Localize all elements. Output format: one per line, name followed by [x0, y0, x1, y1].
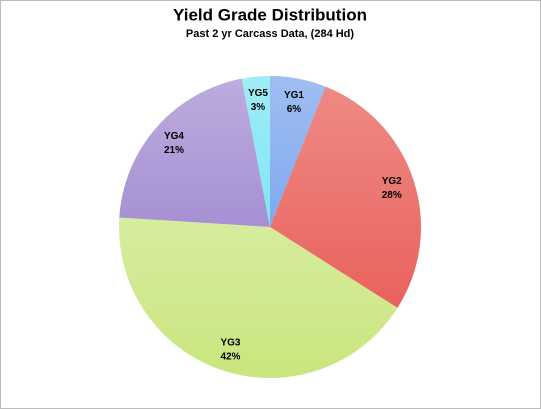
value-label: 42% [220, 351, 240, 362]
pie-slice [270, 76, 326, 227]
pie-slice [270, 86, 421, 308]
chart-subtitle: Past 2 yr Carcass Data, (284 Hd) [186, 28, 354, 40]
slice-label: YG2 [382, 176, 402, 187]
slice-label: YG5 [248, 88, 268, 99]
slice-label: YG3 [220, 337, 240, 348]
value-label: 21% [164, 145, 184, 156]
slice-label: YG1 [284, 90, 304, 101]
value-label: 28% [382, 190, 402, 201]
value-label: 3% [251, 102, 266, 113]
value-label: 6% [287, 104, 302, 115]
chart-title: Yield Grade Distribution [173, 5, 367, 24]
slice-label: YG4 [164, 131, 184, 142]
pie-slice [119, 78, 270, 227]
pie-slice [119, 217, 398, 378]
pie-slice [241, 76, 270, 227]
